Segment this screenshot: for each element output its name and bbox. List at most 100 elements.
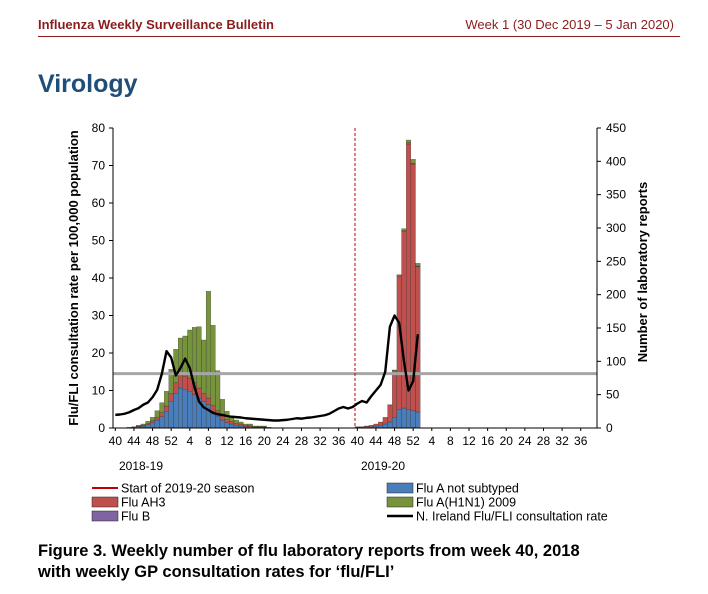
bar xyxy=(182,389,188,429)
figure-caption: Figure 3. Weekly number of flu laborator… xyxy=(38,541,678,583)
bulletin-title: Influenza Weekly Surveillance Bulletin xyxy=(38,17,274,32)
bar xyxy=(173,393,179,429)
bar xyxy=(182,375,188,390)
legend-label: Start of 2019-20 season xyxy=(121,482,254,496)
bar xyxy=(210,325,216,406)
y-axis-label: Flu/FLI consultation rate per 100,000 po… xyxy=(66,130,81,425)
bar xyxy=(387,421,393,429)
bar xyxy=(154,410,160,418)
bar xyxy=(150,420,155,423)
y-tick-label: 10 xyxy=(92,384,106,398)
bar xyxy=(406,143,411,410)
x-tick-label: 32 xyxy=(555,434,569,448)
bar xyxy=(392,417,397,429)
bar xyxy=(201,393,207,402)
bar xyxy=(168,401,174,429)
legend-label: Flu A(H1N1) 2009 xyxy=(416,496,516,510)
x-tick-label: 12 xyxy=(462,434,476,448)
bar xyxy=(243,425,249,427)
bar xyxy=(233,423,239,426)
x-tick-label: 16 xyxy=(239,434,253,448)
bar xyxy=(159,412,165,417)
bar xyxy=(373,423,379,427)
y2-tick-label: 250 xyxy=(606,254,626,268)
bar xyxy=(247,423,253,426)
x-tick-label: 8 xyxy=(205,434,212,448)
bar xyxy=(243,423,249,426)
x-tick-label: 40 xyxy=(109,434,123,448)
season-label-2019-20: 2019-20 xyxy=(361,459,405,473)
legend-swatch xyxy=(91,496,119,508)
bar xyxy=(145,423,151,425)
bar xyxy=(261,425,267,427)
x-tick-label: 32 xyxy=(313,434,327,448)
bar xyxy=(354,426,360,428)
bulletin-header: Influenza Weekly Surveillance Bulletin W… xyxy=(38,14,680,37)
bar xyxy=(224,422,230,429)
bar xyxy=(164,405,169,412)
bar xyxy=(178,374,183,389)
bar xyxy=(215,415,221,429)
y2-tick-label: 50 xyxy=(606,388,620,402)
bar xyxy=(233,419,239,424)
y-tick-label: 70 xyxy=(92,159,106,173)
bar xyxy=(410,410,416,429)
y2-tick-label: 150 xyxy=(606,321,626,335)
bar xyxy=(396,409,402,429)
bar xyxy=(136,425,142,427)
bar xyxy=(205,397,211,405)
x-tick-label: 28 xyxy=(295,434,309,448)
bar xyxy=(219,419,225,429)
bar xyxy=(131,426,137,428)
bar xyxy=(159,402,165,413)
bar xyxy=(164,411,169,429)
bar xyxy=(229,421,235,425)
bar xyxy=(215,370,221,411)
flu-chart: 0 10 20 30 40 50 60 70 80 0 50 100 150 200 250 300 350 40… xyxy=(66,121,650,524)
x-tick-label: 24 xyxy=(518,434,532,448)
x-tick-label: 48 xyxy=(388,434,402,448)
bar xyxy=(201,339,207,394)
bar xyxy=(219,415,225,421)
bar xyxy=(187,391,193,429)
bar xyxy=(224,419,230,423)
y2-tick-label: 0 xyxy=(606,421,613,435)
bar xyxy=(392,369,397,371)
bar xyxy=(392,370,397,418)
x-tick-label: 20 xyxy=(258,434,272,448)
x-tick-label: 44 xyxy=(127,434,141,448)
legend-swatch xyxy=(91,510,119,522)
bar xyxy=(257,425,263,427)
legend: Start of 2019-20 season Flu A not subtype… xyxy=(91,482,608,524)
y2-tick-label: 200 xyxy=(606,288,626,302)
x-tick-label: 36 xyxy=(332,434,346,448)
bar xyxy=(182,335,188,377)
bar xyxy=(196,326,202,389)
bar xyxy=(205,291,211,399)
bar xyxy=(359,426,365,428)
x-tick-label: 44 xyxy=(369,434,383,448)
bar xyxy=(150,417,155,421)
x-tick-label: 8 xyxy=(447,434,454,448)
bar xyxy=(238,421,244,425)
y2-axis-label: Number of laboratory reports xyxy=(635,182,650,363)
bar xyxy=(382,423,388,429)
bar xyxy=(401,228,407,231)
bar xyxy=(154,419,160,429)
bar xyxy=(140,423,146,426)
x-tick-label: 16 xyxy=(481,434,495,448)
y2-tick-label: 450 xyxy=(606,121,626,135)
x-tick-label: 52 xyxy=(164,434,178,448)
bar xyxy=(247,425,253,427)
bar xyxy=(406,139,411,143)
y-tick-label: 40 xyxy=(92,271,106,285)
x-tick-label: 48 xyxy=(146,434,160,448)
bar xyxy=(164,391,169,407)
bar xyxy=(252,425,258,427)
y-tick-label: 80 xyxy=(92,121,106,135)
bar xyxy=(387,405,393,423)
caption-line-1: Figure 3. Weekly number of flu laborator… xyxy=(38,542,580,560)
bar xyxy=(368,425,374,427)
bar xyxy=(387,404,393,406)
legend-label: Flu B xyxy=(121,510,150,524)
